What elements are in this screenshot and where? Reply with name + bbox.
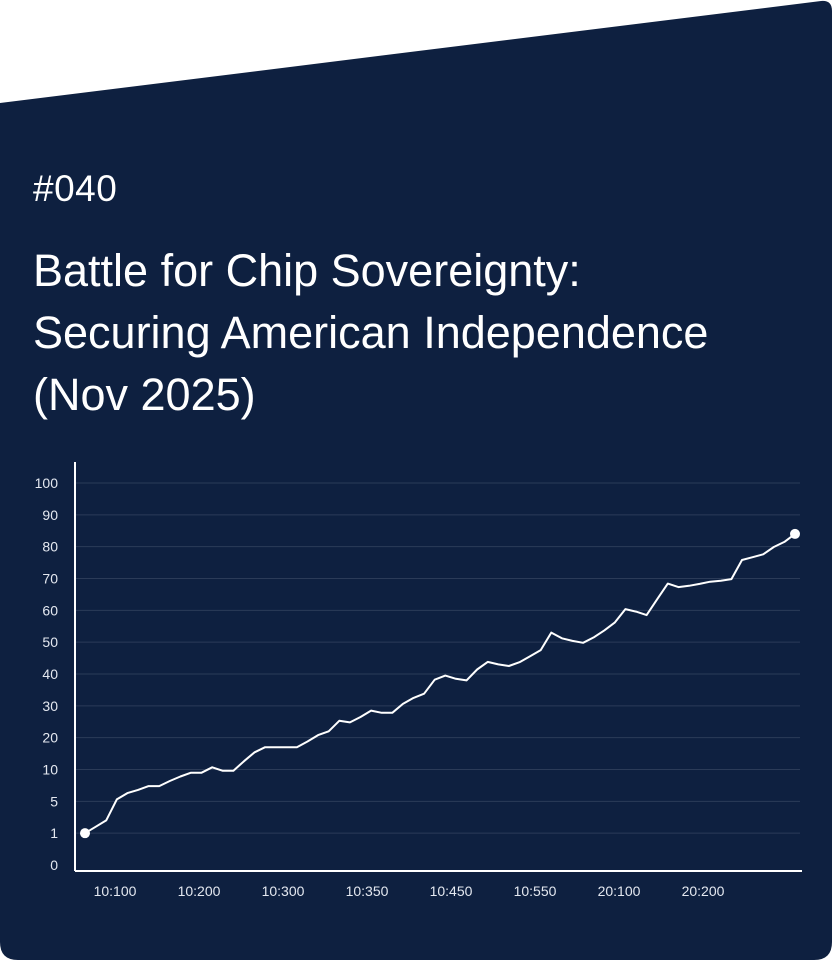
y-tick-label: 0 bbox=[50, 857, 58, 873]
x-tick-label: 10:100 bbox=[94, 883, 137, 899]
y-tick-label: 90 bbox=[42, 507, 58, 523]
y-tick-label: 80 bbox=[42, 539, 58, 555]
report-title: Battle for Chip Sovereignty: Securing Am… bbox=[33, 240, 823, 426]
x-tick-label: 10:550 bbox=[514, 883, 557, 899]
y-tick-label: 100 bbox=[35, 475, 59, 491]
y-tick-label: 20 bbox=[42, 730, 58, 746]
x-tick-label: 10:200 bbox=[178, 883, 221, 899]
y-tick-label: 1 bbox=[50, 825, 58, 841]
x-tick-label: 20:200 bbox=[682, 883, 725, 899]
title-line: (Nov 2025) bbox=[33, 369, 256, 420]
title-line: Battle for Chip Sovereignty: bbox=[33, 245, 581, 296]
y-tick-label: 50 bbox=[42, 634, 58, 650]
series-line bbox=[84, 533, 796, 835]
y-tick-label: 60 bbox=[42, 602, 58, 618]
start-point-marker bbox=[80, 828, 90, 839]
y-tick-label: 5 bbox=[50, 793, 58, 809]
title-line: Securing American Independence bbox=[33, 307, 709, 358]
x-tick-label: 10:450 bbox=[430, 883, 473, 899]
end-point-marker bbox=[790, 528, 800, 539]
gridlines bbox=[75, 482, 800, 834]
y-axis-labels: 0 1 5 10 20 30 40 50 60 70 80 90 100 bbox=[35, 475, 59, 873]
y-tick-label: 30 bbox=[42, 698, 58, 714]
x-tick-label: 10:350 bbox=[346, 883, 389, 899]
y-tick-label: 70 bbox=[42, 571, 58, 587]
x-tick-label: 20:100 bbox=[598, 883, 641, 899]
issue-number: #040 bbox=[33, 168, 118, 209]
y-tick-label: 10 bbox=[42, 762, 58, 778]
x-axis-labels: 10:100 10:200 10:300 10:350 10:450 10:550 20:1… bbox=[94, 883, 725, 899]
x-tick-label: 10:300 bbox=[262, 883, 305, 899]
y-tick-label: 40 bbox=[42, 666, 58, 682]
